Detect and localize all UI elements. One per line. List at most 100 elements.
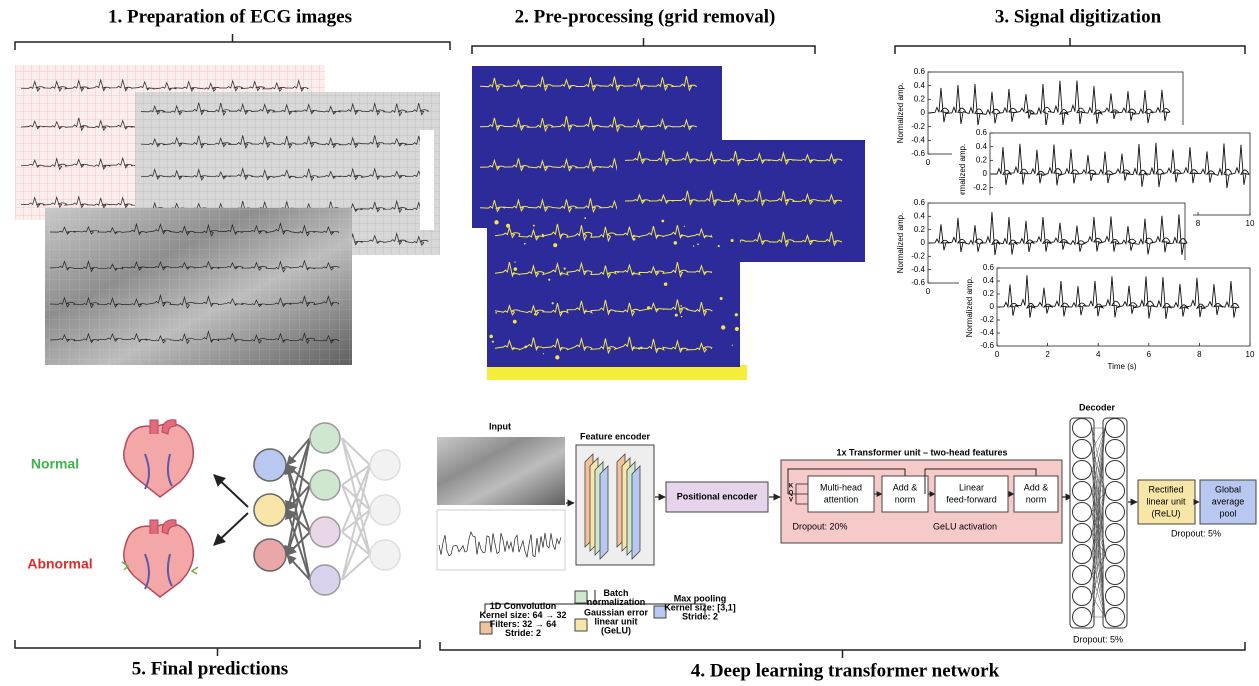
block-label: feed-forward xyxy=(946,494,997,504)
noise-speck xyxy=(584,217,586,219)
noise-speck xyxy=(506,224,510,228)
y-tick-label: -0.6 xyxy=(980,341,994,350)
qkv-label: Q xyxy=(789,491,794,497)
qkv-label: V xyxy=(789,498,793,504)
y-tick-label: 0 xyxy=(990,302,995,311)
encoder-layer xyxy=(632,466,640,559)
y-tick-label: -0.2 xyxy=(911,122,925,131)
noise-speck xyxy=(633,238,636,241)
x-tick-label: 2 xyxy=(1045,350,1050,359)
x-tick-label: 0 xyxy=(926,287,931,296)
noise-speck xyxy=(640,347,643,350)
y-tick-label: 0 xyxy=(983,169,988,178)
box-label: average xyxy=(1212,496,1245,506)
net-node xyxy=(370,495,400,525)
net-node xyxy=(310,517,340,547)
noise-speck xyxy=(680,305,682,307)
net-node xyxy=(254,539,286,571)
bracket xyxy=(15,640,420,656)
noise-speck xyxy=(735,313,738,316)
noise-speck xyxy=(693,245,694,246)
y-tick-label: -0.6 xyxy=(911,149,925,158)
x-tick-label: 8 xyxy=(1197,350,1202,359)
heart-icon xyxy=(124,424,194,497)
note: Dropout: 5% xyxy=(1171,528,1221,538)
decoder-node xyxy=(1106,440,1125,459)
net-node xyxy=(310,470,340,500)
noise-speck xyxy=(555,355,559,359)
y-axis-label: Normalized amp. xyxy=(965,277,974,337)
x-tick-label: 6 xyxy=(1147,350,1152,359)
section-title: 3. Signal digitization xyxy=(995,6,1162,27)
bracket xyxy=(895,38,1245,54)
decoder-node xyxy=(1106,608,1125,627)
y-tick-label: 0.4 xyxy=(976,142,988,151)
y-axis-label: Normalized amp. xyxy=(896,213,905,273)
noise-speck xyxy=(721,325,725,329)
decoder-node xyxy=(1106,566,1125,585)
decoder-node xyxy=(1106,419,1125,438)
arrow xyxy=(214,475,248,507)
net-node xyxy=(310,565,340,595)
decoder-node xyxy=(1073,545,1092,564)
note: Dropout: 5% xyxy=(1073,634,1123,644)
class-label: Abnormal xyxy=(27,556,92,572)
block-label: norm xyxy=(1026,494,1047,504)
class-label: Normal xyxy=(31,456,79,472)
noise-speck xyxy=(542,234,544,236)
y-tick-label: 0.4 xyxy=(914,81,926,90)
noise-speck xyxy=(617,271,619,273)
bracket xyxy=(440,642,1245,658)
noise-speck xyxy=(647,306,650,309)
note: GeLU activation xyxy=(933,521,997,531)
noise-speck xyxy=(524,243,526,245)
noise-speck xyxy=(533,225,535,227)
figure: 1. Preparation of ECG images2. Pre-proce… xyxy=(0,0,1259,686)
decoder-node xyxy=(1073,482,1092,501)
label: Positional encoder xyxy=(677,491,758,501)
legend-text: Stride: 2 xyxy=(682,611,718,621)
bracket xyxy=(15,34,450,50)
decoder-node xyxy=(1106,482,1125,501)
heart-icon xyxy=(124,524,194,597)
yellow-margin xyxy=(487,365,747,380)
section-title: 4. Deep learning transformer network xyxy=(691,660,1000,681)
input-image xyxy=(437,437,565,505)
block-label: Multi-head xyxy=(820,482,862,492)
noise-speck xyxy=(661,220,664,223)
decoder-node xyxy=(1073,587,1092,606)
noise-speck xyxy=(514,261,515,262)
section-title: 5. Final predictions xyxy=(132,658,288,679)
decoder-node xyxy=(1106,524,1125,543)
block-label: Linear xyxy=(959,482,984,492)
noise-speck xyxy=(495,312,497,314)
y-tick-label: -0.4 xyxy=(911,265,925,274)
x-tick-label: 4 xyxy=(1096,350,1101,359)
net-node xyxy=(370,540,400,570)
noise-speck xyxy=(675,314,678,317)
decoder-node xyxy=(1106,461,1125,480)
noise-speck xyxy=(664,282,668,286)
legend-text: (GeLU) xyxy=(601,625,631,635)
y-tick-label: 0.2 xyxy=(914,225,926,234)
y-tick-label: 0.6 xyxy=(914,67,926,76)
y-tick-label: -0.6 xyxy=(911,278,925,287)
x-tick-label: 10 xyxy=(1246,219,1255,228)
y-tick-label: -0.2 xyxy=(980,315,994,324)
note: Dropout: 20% xyxy=(792,521,847,531)
block-label: norm xyxy=(895,494,916,504)
box-label: (ReLU) xyxy=(1151,508,1180,518)
legend-swatch xyxy=(575,619,587,631)
noise-speck xyxy=(718,245,720,247)
bracket xyxy=(472,38,815,54)
noise-speck xyxy=(731,239,734,242)
y-tick-label: 0.2 xyxy=(914,94,926,103)
y-tick-label: 0.4 xyxy=(983,276,995,285)
y-tick-label: 0.6 xyxy=(914,198,926,207)
noise-speck xyxy=(494,220,498,224)
x-axis-label: Time (s) xyxy=(1107,362,1136,371)
encoder-layer xyxy=(600,466,608,559)
noise-speck xyxy=(720,297,723,300)
decoder-node xyxy=(1106,503,1125,522)
decoder-node xyxy=(1073,524,1092,543)
